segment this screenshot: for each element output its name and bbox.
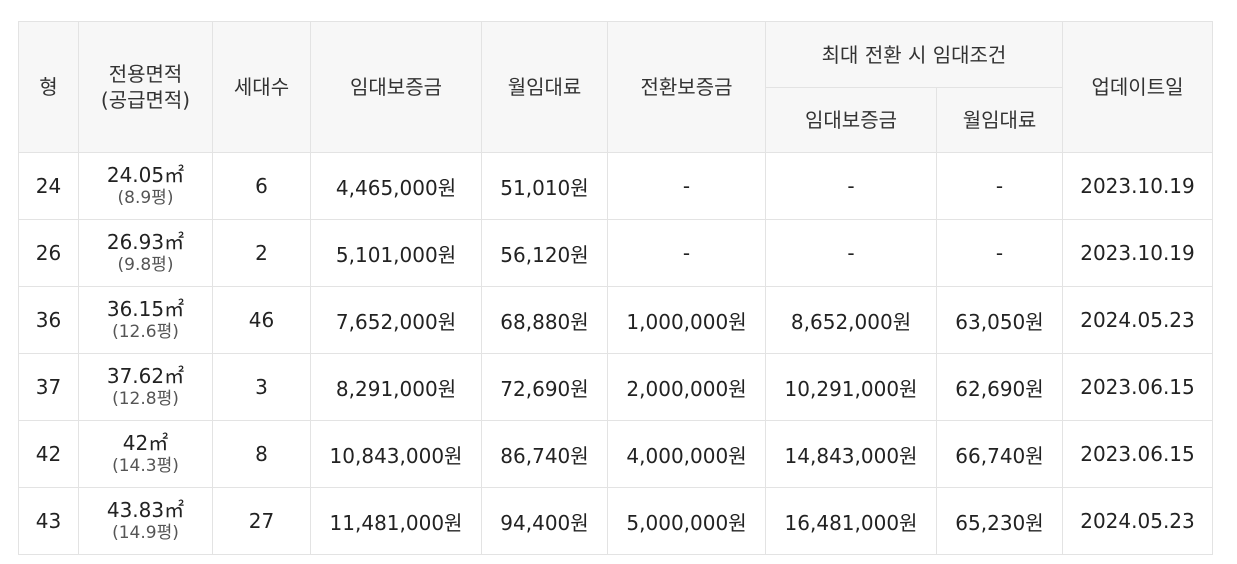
table-row: 36 36.15㎡ (12.6평) 46 7,652,000원 68,880원 1… (18, 286, 1213, 354)
cell-area-sqm: 26.93㎡ (106, 230, 185, 254)
cell-deposit: 8,291,000원 (310, 353, 482, 421)
header-area-label: 전용면적 (108, 62, 183, 86)
cell-update-date: 2024.05.23 (1062, 286, 1213, 354)
cell-type: 37 (18, 353, 79, 421)
cell-max-monthly-rent: 65,230원 (936, 487, 1063, 555)
header-max-deposit: 임대보증금 (765, 87, 937, 153)
cell-monthly-rent: 68,880원 (481, 286, 608, 354)
table-row: 37 37.62㎡ (12.8평) 3 8,291,000원 72,690원 2,… (18, 353, 1213, 421)
cell-households: 2 (212, 219, 311, 287)
cell-deposit: 4,465,000원 (310, 152, 482, 220)
cell-monthly-rent: 56,120원 (481, 219, 608, 287)
cell-max-monthly-rent: 62,690원 (936, 353, 1063, 421)
cell-area-pyeong: (12.6평) (112, 322, 179, 342)
cell-deposit: 7,652,000원 (310, 286, 482, 354)
cell-deposit: 10,843,000원 (310, 420, 482, 488)
cell-update-date: 2023.06.15 (1062, 420, 1213, 488)
cell-area: 42㎡ (14.3평) (78, 420, 213, 488)
cell-conversion-deposit: 1,000,000원 (607, 286, 766, 354)
cell-max-deposit: 10,291,000원 (765, 353, 937, 421)
cell-monthly-rent: 51,010원 (481, 152, 608, 220)
table-row: 26 26.93㎡ (9.8평) 2 5,101,000원 56,120원 - -… (18, 219, 1213, 287)
cell-area-sqm: 37.62㎡ (106, 364, 185, 388)
cell-households: 8 (212, 420, 311, 488)
cell-area-pyeong: (9.8평) (117, 255, 174, 275)
rental-conditions-table: 형 전용면적 (공급면적) 세대수 임대보증금 월임대료 전환보증금 최대 전환… (18, 21, 1213, 555)
cell-max-monthly-rent: - (936, 152, 1063, 220)
cell-conversion-deposit: - (607, 152, 766, 220)
cell-area: 43.83㎡ (14.9평) (78, 487, 213, 555)
cell-update-date: 2023.10.19 (1062, 152, 1213, 220)
table-header: 형 전용면적 (공급면적) 세대수 임대보증금 월임대료 전환보증금 최대 전환… (18, 21, 1213, 153)
cell-area-pyeong: (8.9평) (117, 188, 174, 208)
cell-deposit: 11,481,000원 (310, 487, 482, 555)
cell-area-sqm: 36.15㎡ (106, 297, 185, 321)
cell-area: 26.93㎡ (9.8평) (78, 219, 213, 287)
cell-max-deposit: 16,481,000원 (765, 487, 937, 555)
cell-area-sqm: 42㎡ (122, 431, 169, 455)
cell-max-monthly-rent: 63,050원 (936, 286, 1063, 354)
cell-update-date: 2023.10.19 (1062, 219, 1213, 287)
header-households: 세대수 (212, 21, 311, 153)
table-body: 24 24.05㎡ (8.9평) 6 4,465,000원 51,010원 - -… (18, 152, 1213, 555)
cell-type: 43 (18, 487, 79, 555)
cell-monthly-rent: 72,690원 (481, 353, 608, 421)
table-row: 42 42㎡ (14.3평) 8 10,843,000원 86,740원 4,00… (18, 420, 1213, 488)
cell-area-sqm: 24.05㎡ (106, 163, 185, 187)
cell-max-monthly-rent: 66,740원 (936, 420, 1063, 488)
table-row: 24 24.05㎡ (8.9평) 6 4,465,000원 51,010원 - -… (18, 152, 1213, 220)
cell-type: 24 (18, 152, 79, 220)
header-max-monthly-rent: 월임대료 (936, 87, 1063, 153)
header-max-conversion-group: 최대 전환 시 임대조건 (765, 21, 1063, 88)
cell-conversion-deposit: 5,000,000원 (607, 487, 766, 555)
cell-deposit: 5,101,000원 (310, 219, 482, 287)
cell-area-pyeong: (14.3평) (112, 456, 179, 476)
cell-max-deposit: 14,843,000원 (765, 420, 937, 488)
cell-type: 36 (18, 286, 79, 354)
cell-households: 3 (212, 353, 311, 421)
table-row: 43 43.83㎡ (14.9평) 27 11,481,000원 94,400원 … (18, 487, 1213, 555)
cell-area-pyeong: (12.8평) (112, 389, 179, 409)
rental-table-container: 형 전용면적 (공급면적) 세대수 임대보증금 월임대료 전환보증금 최대 전환… (18, 21, 1213, 555)
header-monthly-rent: 월임대료 (481, 21, 608, 153)
header-type: 형 (18, 21, 79, 153)
cell-area: 37.62㎡ (12.8평) (78, 353, 213, 421)
cell-max-deposit: - (765, 219, 937, 287)
cell-monthly-rent: 94,400원 (481, 487, 608, 555)
cell-max-deposit: 8,652,000원 (765, 286, 937, 354)
cell-update-date: 2024.05.23 (1062, 487, 1213, 555)
cell-update-date: 2023.06.15 (1062, 353, 1213, 421)
header-deposit: 임대보증금 (310, 21, 482, 153)
cell-conversion-deposit: - (607, 219, 766, 287)
cell-type: 26 (18, 219, 79, 287)
cell-type: 42 (18, 420, 79, 488)
header-conversion-deposit: 전환보증금 (607, 21, 766, 153)
cell-conversion-deposit: 2,000,000원 (607, 353, 766, 421)
cell-area-sqm: 43.83㎡ (106, 498, 185, 522)
cell-max-monthly-rent: - (936, 219, 1063, 287)
cell-conversion-deposit: 4,000,000원 (607, 420, 766, 488)
header-area-sub-label: (공급면적) (100, 88, 191, 112)
cell-area: 24.05㎡ (8.9평) (78, 152, 213, 220)
cell-households: 6 (212, 152, 311, 220)
header-area: 전용면적 (공급면적) (78, 21, 213, 153)
cell-households: 46 (212, 286, 311, 354)
cell-households: 27 (212, 487, 311, 555)
header-update-date: 업데이트일 (1062, 21, 1213, 153)
cell-max-deposit: - (765, 152, 937, 220)
cell-area-pyeong: (14.9평) (112, 523, 179, 543)
cell-area: 36.15㎡ (12.6평) (78, 286, 213, 354)
cell-monthly-rent: 86,740원 (481, 420, 608, 488)
